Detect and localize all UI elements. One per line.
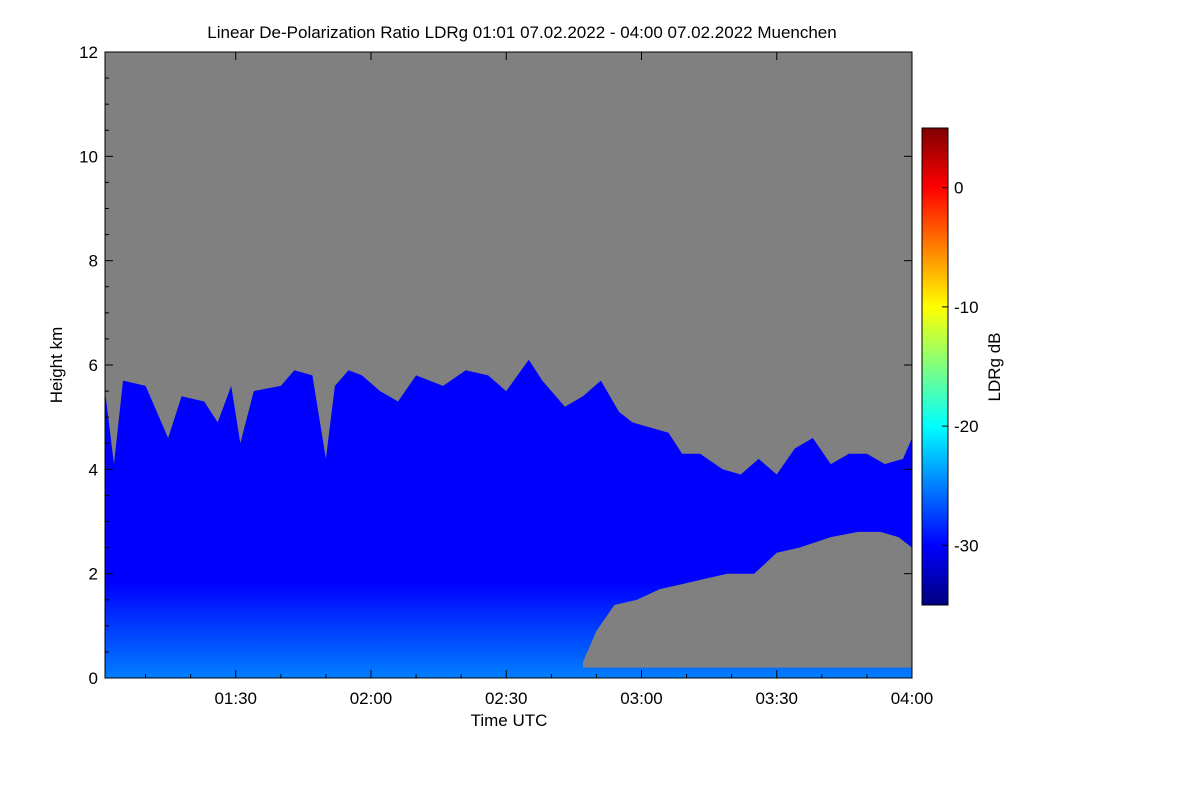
x-tick-label: 03:30 xyxy=(755,689,798,708)
plot-area xyxy=(104,51,913,679)
colorbar-label: LDRg dB xyxy=(985,333,1004,402)
y-axis-label: Height km xyxy=(47,327,66,404)
colorbar-tick-label: -30 xyxy=(954,536,979,555)
y-tick-label: 8 xyxy=(89,252,98,271)
colorbar-tick-label: -20 xyxy=(954,417,979,436)
y-tick-label: 4 xyxy=(89,460,98,479)
lower-no-signal-region xyxy=(582,531,912,668)
x-tick-label: 03:00 xyxy=(620,689,663,708)
y-tick-label: 0 xyxy=(89,669,98,688)
y-tick-label: 6 xyxy=(89,356,98,375)
x-tick-label: 01:30 xyxy=(214,689,257,708)
y-tick-label: 12 xyxy=(79,43,98,62)
colorbar-scale xyxy=(921,127,949,606)
x-axis-label: Time UTC xyxy=(471,711,548,730)
colorbar-tick-label: 0 xyxy=(954,179,963,198)
colorbar-ticks: 0 -10 -20 -30 xyxy=(942,179,979,555)
x-tick-label: 02:00 xyxy=(350,689,393,708)
chart-title: Linear De-Polarization Ratio LDRg 01:01 … xyxy=(207,23,836,42)
colorbar-tick-label: -10 xyxy=(954,298,979,317)
y-tick-label: 2 xyxy=(89,565,98,584)
x-axis: 01:30 02:00 02:30 03:00 03:30 04:00 xyxy=(145,52,934,708)
y-axis: 0 2 4 6 8 10 12 xyxy=(79,43,912,688)
x-tick-label: 04:00 xyxy=(891,689,934,708)
y-tick-label: 10 xyxy=(79,147,98,166)
colorbar: 0 -10 -20 -30 LDRg dB xyxy=(921,127,1004,606)
x-tick-label: 02:30 xyxy=(485,689,528,708)
